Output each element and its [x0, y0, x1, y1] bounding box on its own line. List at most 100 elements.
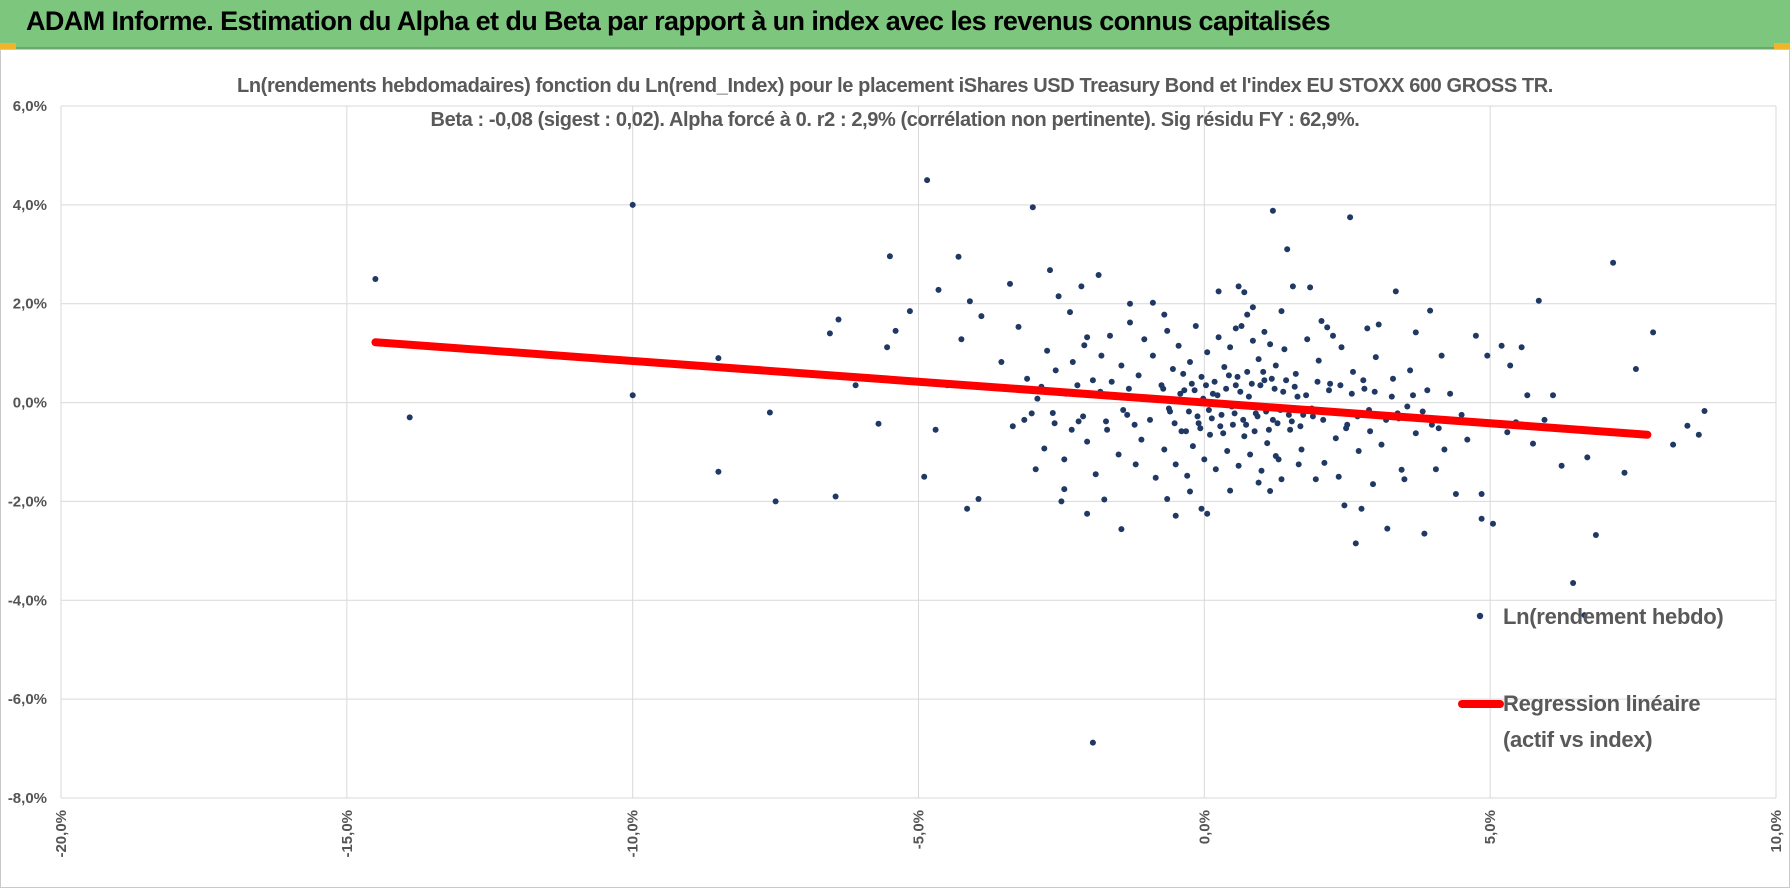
data-point	[1610, 259, 1617, 266]
data-point	[1581, 612, 1588, 619]
data-point	[1015, 323, 1022, 330]
data-point	[1695, 431, 1702, 438]
corner-marker	[0, 43, 16, 49]
data-point	[1294, 393, 1301, 400]
data-point	[966, 298, 973, 305]
data-point	[1321, 459, 1328, 466]
data-point	[1347, 214, 1354, 221]
data-point	[1180, 370, 1187, 377]
data-point	[1348, 390, 1355, 397]
data-points	[372, 177, 1708, 746]
data-point	[1257, 382, 1264, 389]
y-tick-label: -4,0%	[8, 592, 47, 609]
data-point	[1388, 393, 1395, 400]
page-title: ADAM Informe. Estimation du Alpha et du …	[26, 6, 1331, 36]
data-point	[884, 344, 891, 351]
legend-marker-points	[1476, 612, 1484, 620]
data-point	[1283, 377, 1290, 384]
data-point	[1378, 441, 1385, 448]
data-point	[1249, 304, 1256, 311]
data-point	[1269, 207, 1276, 214]
data-point	[1315, 357, 1322, 364]
data-point	[1350, 368, 1356, 375]
data-point	[1069, 359, 1076, 365]
data-point	[1355, 448, 1362, 454]
data-point	[1055, 293, 1062, 300]
data-point	[1244, 368, 1251, 375]
data-point	[1343, 425, 1350, 432]
data-point	[1284, 246, 1291, 253]
data-point	[629, 392, 636, 399]
data-point	[1028, 410, 1035, 417]
data-point	[1243, 421, 1250, 428]
data-point	[932, 426, 939, 433]
data-point	[1125, 385, 1132, 392]
data-point	[1204, 349, 1211, 356]
data-point	[1267, 488, 1274, 494]
y-tick-label: 6,0%	[13, 98, 47, 115]
data-point	[1278, 476, 1285, 483]
data-point	[1287, 426, 1294, 433]
data-point	[1303, 392, 1310, 399]
data-point	[1189, 443, 1196, 450]
data-point	[1068, 426, 1075, 433]
scatter-chart: 6,0% 4,0% 2,0% 0,0% -2,0% -4,0% -6,0% -8,0% -20,…	[8, 75, 1785, 858]
data-point	[1024, 375, 1031, 382]
data-point	[1080, 413, 1087, 420]
data-point	[1314, 378, 1321, 385]
data-point	[1217, 423, 1224, 430]
y-tick-label: -6,0%	[8, 691, 47, 708]
data-point	[955, 253, 962, 260]
data-point	[1223, 385, 1230, 392]
data-point	[852, 382, 859, 389]
grid	[60, 105, 1777, 799]
data-point	[1138, 436, 1145, 443]
data-point	[1341, 502, 1348, 509]
data-point	[1181, 387, 1188, 394]
data-point	[1621, 469, 1628, 476]
data-point	[1227, 344, 1234, 351]
chart-subtitle: Beta : -0,08 (sigest : 0,02). Alpha forc…	[431, 109, 1360, 131]
data-point	[1447, 390, 1454, 397]
y-tick-label: 0,0%	[13, 395, 47, 412]
data-point	[1432, 466, 1439, 473]
data-point	[1255, 356, 1262, 363]
data-point	[1084, 438, 1091, 445]
regression-line-group	[371, 338, 1652, 439]
data-point	[1272, 362, 1279, 369]
data-point	[1103, 418, 1109, 425]
data-point	[1218, 411, 1225, 418]
data-point	[1410, 392, 1416, 399]
data-point	[1188, 380, 1195, 387]
data-point	[1670, 441, 1677, 448]
data-point	[1172, 461, 1179, 468]
data-point	[1160, 385, 1167, 392]
data-point	[1241, 433, 1248, 440]
data-point	[1352, 540, 1359, 547]
data-point	[1235, 283, 1242, 290]
data-point	[1535, 297, 1542, 304]
data-point	[1278, 308, 1285, 315]
data-point	[1124, 411, 1131, 418]
data-point	[1215, 334, 1222, 341]
data-point	[1198, 505, 1205, 512]
data-point	[1307, 284, 1314, 291]
x-tick-label: 5,0%	[1482, 810, 1499, 844]
data-point	[1524, 392, 1531, 399]
x-tick-label: -20,0%	[53, 810, 70, 858]
data-point	[1058, 498, 1065, 505]
x-tick-label: -10,0%	[625, 810, 642, 858]
data-point	[1084, 510, 1091, 517]
data-point	[1530, 440, 1536, 447]
data-point	[1370, 481, 1376, 488]
data-point	[1327, 380, 1334, 387]
data-point	[1183, 428, 1189, 435]
data-point	[1267, 341, 1274, 348]
data-point	[1419, 408, 1426, 415]
data-point	[1265, 426, 1272, 433]
data-point	[1558, 462, 1565, 469]
data-point	[921, 473, 928, 480]
data-point	[1229, 421, 1236, 428]
data-point	[1184, 472, 1191, 479]
data-point	[1192, 323, 1199, 329]
